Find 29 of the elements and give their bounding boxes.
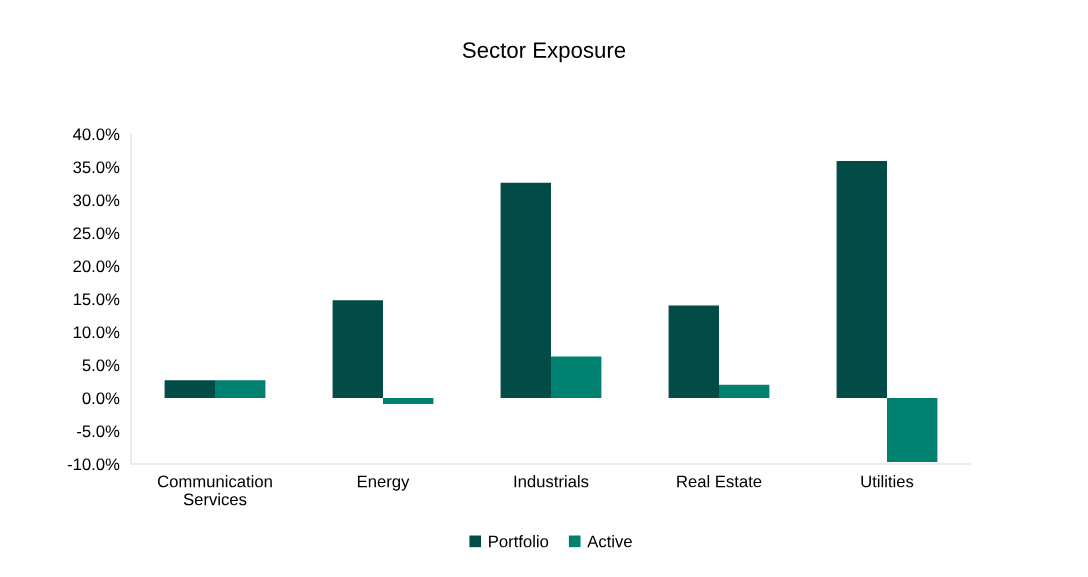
legend-label: Active xyxy=(587,535,632,548)
bar xyxy=(500,182,551,398)
y-tick-label: 25.0% xyxy=(73,227,120,240)
y-tick-label: 35.0% xyxy=(73,161,120,174)
y-tick-label: 5.0% xyxy=(82,359,120,372)
bar xyxy=(887,398,938,463)
y-tick-label: 40.0% xyxy=(73,128,120,141)
legend-label: Portfolio xyxy=(489,535,549,548)
y-tick-label: 10.0% xyxy=(73,326,120,339)
y-tick-label: -5.0% xyxy=(77,425,120,438)
x-tick-label: Energy xyxy=(357,475,410,491)
y-tick-label: 20.0% xyxy=(73,260,120,273)
bar xyxy=(332,300,383,398)
y-tick-label: 0.0% xyxy=(82,392,120,405)
bar xyxy=(719,384,770,398)
x-tick-label: Communication Services xyxy=(157,475,272,506)
x-tick-label: Industrials xyxy=(514,475,589,488)
y-tick-label: 30.0% xyxy=(73,194,120,207)
chart-title: Sector Exposure xyxy=(462,42,626,63)
y-tick-label: -10.0% xyxy=(67,458,120,471)
bar xyxy=(383,398,434,404)
bar xyxy=(164,380,215,398)
x-tick-label: Real Estate xyxy=(677,475,762,488)
bar xyxy=(551,356,602,398)
bar xyxy=(215,380,266,398)
bar xyxy=(668,305,719,398)
y-tick-label: 15.0% xyxy=(73,293,120,306)
bar xyxy=(836,161,887,398)
x-tick-label: Utilities xyxy=(861,475,914,488)
